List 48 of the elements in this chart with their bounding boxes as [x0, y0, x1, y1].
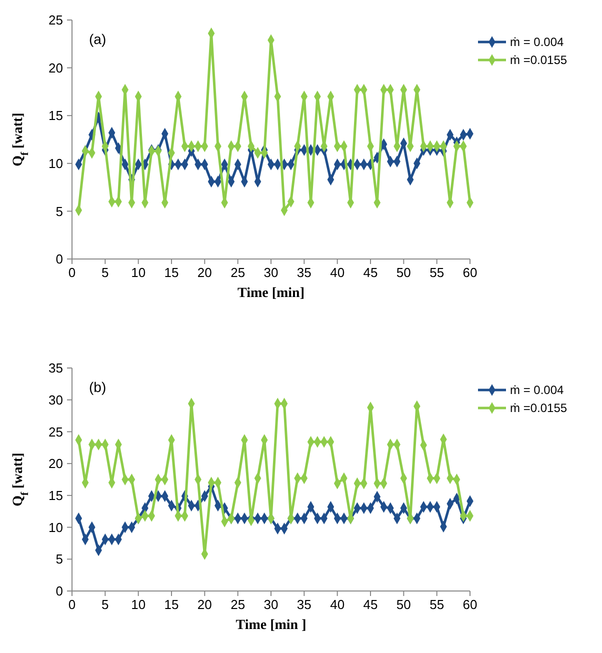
- y-tick-label: 30: [48, 392, 63, 408]
- legend-label: ṁ =0.0155: [510, 53, 568, 68]
- y-tick-label: 0: [56, 252, 63, 267]
- x-tick-label: 40: [330, 265, 345, 280]
- x-tick-label: 60: [462, 265, 478, 280]
- x-axis-title: Time [min]: [237, 286, 305, 301]
- x-tick-label: 50: [396, 597, 411, 612]
- x-tick-label: 55: [430, 265, 444, 280]
- x-tick-label: 10: [131, 265, 146, 280]
- x-tick-label: 25: [230, 265, 246, 280]
- x-tick-label: 40: [330, 597, 345, 612]
- x-tick-label: 45: [363, 265, 378, 280]
- x-tick-label: 25: [230, 597, 246, 612]
- y-tick-label: 5: [56, 552, 63, 567]
- x-tick-label: 5: [102, 265, 109, 280]
- legend-label: ṁ = 0.004: [510, 35, 564, 50]
- x-tick-label: 45: [363, 597, 378, 612]
- x-tick-label: 0: [68, 597, 76, 612]
- x-tick-label: 55: [430, 597, 444, 612]
- y-tick-label: 20: [48, 60, 63, 76]
- x-tick-label: 15: [164, 265, 179, 280]
- x-tick-label: 5: [102, 597, 109, 612]
- x-tick-label: 20: [197, 597, 212, 612]
- x-tick-label: 35: [296, 597, 312, 612]
- y-tick-label: 10: [48, 520, 63, 535]
- legend-label: ṁ =0.0155: [510, 401, 568, 416]
- x-tick-label: 0: [68, 265, 76, 280]
- y-tick-label: 25: [48, 424, 63, 440]
- y-tick-label: 10: [48, 156, 63, 171]
- y-tick-label: 25: [48, 12, 63, 28]
- y-tick-label: 5: [56, 204, 63, 219]
- annotation: (a): [89, 31, 106, 47]
- y-tick-label: 15: [48, 488, 63, 503]
- x-tick-label: 50: [396, 265, 411, 280]
- x-tick-label: 35: [296, 265, 312, 280]
- x-tick-label: 60: [462, 597, 478, 612]
- x-tick-label: 10: [131, 597, 146, 612]
- x-tick-label: 15: [164, 597, 179, 612]
- x-tick-label: 20: [197, 265, 212, 280]
- x-tick-label: 30: [264, 597, 278, 612]
- x-axis-title: Time [min ]: [236, 618, 306, 633]
- y-tick-label: 0: [56, 584, 63, 599]
- legend-label: ṁ = 0.004: [510, 383, 564, 398]
- y-tick-label: 35: [48, 360, 63, 376]
- y-tick-label: 20: [48, 456, 63, 472]
- annotation: (b): [89, 379, 106, 395]
- y-tick-label: 15: [48, 108, 63, 124]
- x-tick-label: 30: [264, 265, 278, 280]
